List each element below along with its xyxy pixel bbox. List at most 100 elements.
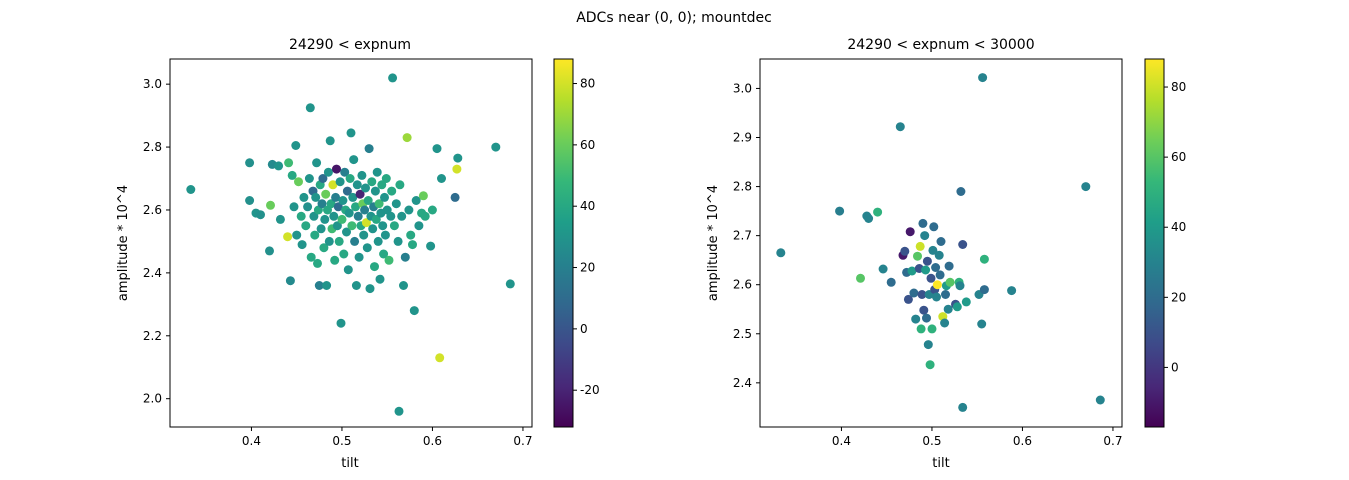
left-data-point [375,274,385,284]
right-data-point [945,277,955,287]
left-data-point [381,174,391,183]
left-data-point [347,221,357,231]
left-data-point [402,133,412,143]
right-y-tick-label: 2.6 [733,278,752,292]
right-data-point [856,273,865,283]
right-data-point [923,340,933,350]
left-y-tick-label: 2.6 [143,203,162,217]
left-data-point [395,180,405,190]
left-colorbar-tick-label: 0 [580,322,588,336]
right-data-point [916,324,926,334]
right-data-point [955,281,965,291]
right-data-point [1095,395,1105,405]
left-data-point [404,205,414,215]
right-data-point [927,324,937,334]
left-data-point [354,252,364,262]
left-data-point [370,186,380,196]
left-y-tick-label: 2.8 [143,140,162,154]
left-x-axis: 0.4 0.5 0.6 0.7 [242,427,532,448]
left-data-point [346,128,356,138]
left-data-point [418,191,428,201]
left-data-point [328,180,338,190]
left-data-point [367,177,377,187]
right-data-point [920,231,930,241]
left-x-tick-label: 0.5 [332,434,351,448]
left-data-point [332,221,342,231]
left-data-point [287,170,297,180]
left-data-point [365,284,375,294]
left-x-tick-label: 0.6 [423,434,442,448]
left-x-tick-label: 0.7 [513,434,532,448]
right-data-point [900,246,910,256]
right-data-point [934,250,944,260]
left-data-point [342,227,351,237]
left-data-point [301,221,311,231]
right-data-point [977,319,987,329]
right-data-point [1007,286,1017,296]
right-colorbar-tick-label: 40 [1171,220,1186,234]
right-y-tick-label: 2.9 [733,131,752,145]
figure-suptitle: ADCs near (0, 0); mountdec [576,10,772,26]
left-data-point [370,262,379,272]
left-data-point [334,236,344,246]
left-data-point [299,192,309,202]
left-data-point [505,279,515,289]
left-data-point [343,265,353,275]
right-data-point [915,241,925,251]
right-y-tick-label: 2.8 [733,180,752,194]
left-y-tick-label: 3.0 [143,77,162,91]
left-data-point [379,249,389,259]
left-data-point [333,202,343,212]
left-data-point [291,141,301,150]
right-data-point [935,270,945,280]
left-data-point [274,161,284,171]
left-x-axis-label: tilt [341,456,358,471]
right-x-tick-label: 0.6 [1013,434,1032,448]
left-data-point [372,167,382,177]
left-data-point [311,192,321,202]
left-data-point [245,158,255,168]
right-data-point [921,265,931,275]
left-colorbar-gradient [553,58,574,428]
left-data-point [336,318,346,328]
left-data-point [285,276,295,286]
left-data-point [186,185,196,194]
right-data-point [907,266,917,276]
left-data-point [289,202,299,212]
right-data-point [835,206,845,216]
left-data-point [348,192,358,202]
left-data-point [337,214,347,224]
left-data-point [432,144,442,154]
left-data-point [304,174,314,183]
left-data-point [373,236,383,246]
left-data-point [318,174,328,183]
right-y-axis: 2.4 2.5 2.6 2.7 2.8 2.9 3.0 [733,81,760,390]
left-data-point [361,218,371,228]
right-data-point [922,313,931,323]
left-data-point [361,183,370,193]
left-data-point [363,196,373,205]
right-y-tick-label: 2.4 [733,376,752,390]
right-data-point [978,73,988,83]
left-plot-points [186,73,515,416]
left-data-point [357,170,367,180]
right-data-point [979,285,989,295]
right-scatter-plot: 24290 < expnum < 30000 0.4 0.5 0.6 0.7 2.42… [706,37,1123,471]
left-data-point [387,186,397,196]
right-data-point [1081,182,1091,192]
left-y-axis-label: amplitude * 10^4 [116,185,131,301]
left-data-point [335,177,345,187]
right-plot-frame [759,58,1123,428]
left-data-point [378,221,388,231]
right-data-point [922,256,932,266]
left-data-point [414,221,424,231]
left-colorbar-tick-label: 20 [580,261,595,275]
right-colorbar: 0 20 40 60 80 [1144,58,1186,428]
left-data-point [329,211,339,221]
right-plot-title: 24290 < expnum < 30000 [847,37,1034,53]
left-data-point [292,230,302,240]
left-y-axis: 2.0 2.2 2.4 2.6 2.8 3.0 [143,77,170,406]
left-data-point [420,211,430,221]
left-plot-title: 24290 < expnum [289,37,411,53]
